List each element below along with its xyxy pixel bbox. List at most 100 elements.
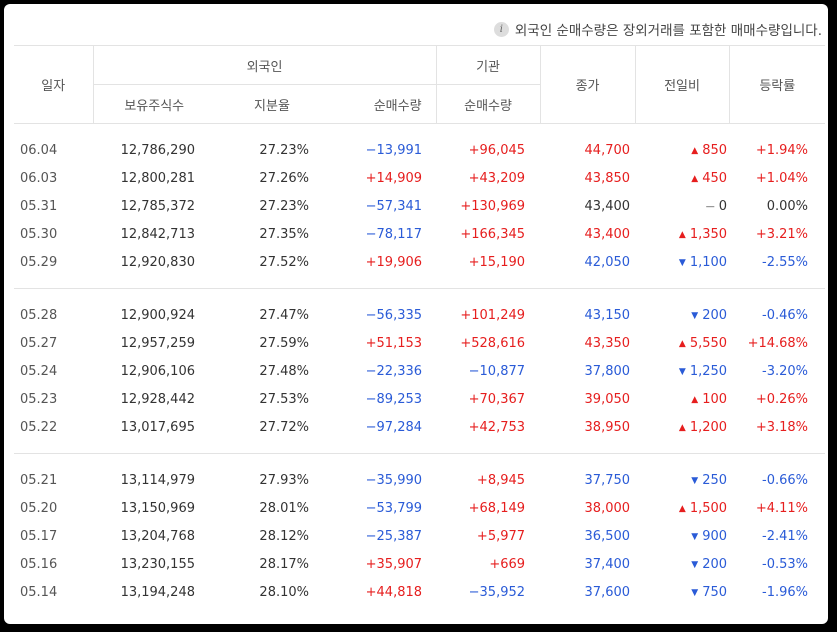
change-value: 200 [702, 556, 728, 572]
table-row: 05.17 13,204,768 28.12% −25,387 +5,977 36,500… [14, 522, 825, 550]
cell-holdings: 12,785,372 [120, 198, 195, 214]
header-foreign-net: 순매수량 [329, 84, 437, 124]
cell-date: 05.17 [20, 528, 58, 544]
cell-ratio: 27.93% [259, 472, 309, 488]
table-row: 05.22 13,017,695 27.72% −97,284 +42,753 38,95… [14, 413, 825, 441]
cell-rate: +3.21% [755, 226, 809, 242]
triangle-down-icon: ▼ [691, 310, 699, 321]
cell-change: ▲ 1,350 [635, 220, 729, 248]
cell-rate: +1.04% [755, 170, 809, 186]
cell-holdings: 12,786,290 [120, 142, 195, 158]
cell-inst-net: −10,877 [468, 363, 526, 379]
cell-inst-net: −35,952 [468, 584, 526, 600]
cell-date: 05.22 [20, 419, 58, 435]
cell-ratio: 27.72% [259, 419, 309, 435]
cell-rate: +14.68% [747, 335, 809, 351]
table-row: 05.14 13,194,248 28.10% +44,818 −35,952 37,60… [14, 578, 825, 606]
cell-holdings: 13,114,979 [120, 472, 195, 488]
cell-close: 38,950 [584, 419, 631, 435]
triangle-down-icon: ▼ [691, 587, 699, 598]
table-row: 05.28 12,900,924 27.47% −56,335 +101,249 43,1… [14, 301, 825, 329]
notice: i 외국인 순매수량은 장외거래를 포함한 매매수량입니다. [493, 18, 822, 40]
cell-foreign-net: +35,907 [365, 556, 423, 572]
cell-rate: -2.55% [762, 254, 809, 270]
cell-ratio: 27.23% [259, 142, 309, 158]
cell-foreign-net: −35,990 [365, 472, 423, 488]
change-value: 900 [702, 528, 728, 544]
cell-change: ▼ 750 [635, 578, 729, 606]
cell-change: ▼ 1,250 [635, 357, 729, 385]
cell-date: 05.23 [20, 391, 58, 407]
change-value: 0 [718, 198, 728, 214]
header-foreign: 외국인 [92, 45, 437, 85]
cell-rate: +3.18% [755, 419, 809, 435]
cell-ratio: 28.01% [259, 500, 309, 516]
cell-foreign-net: −25,387 [365, 528, 423, 544]
cell-date: 06.03 [20, 170, 58, 186]
cell-inst-net: +101,249 [460, 307, 526, 323]
cell-rate: +1.94% [755, 142, 809, 158]
change-value: 5,550 [689, 335, 728, 351]
table-row: 05.31 12,785,372 27.23% −57,341 +130,969 43,4… [14, 192, 825, 220]
table-row: 05.20 13,150,969 28.01% −53,799 +68,149 38,00… [14, 494, 825, 522]
table-row: 05.24 12,906,106 27.48% −22,336 −10,877 37,80… [14, 357, 825, 385]
cell-foreign-net: −57,341 [365, 198, 423, 214]
cell-close: 39,050 [584, 391, 631, 407]
cell-date: 05.28 [20, 307, 58, 323]
cell-change: ▲ 5,550 [635, 329, 729, 357]
cell-change: ▲ 850 [635, 136, 729, 164]
cell-ratio: 27.52% [259, 254, 309, 270]
cell-inst-net: +42,753 [468, 419, 526, 435]
cell-ratio: 27.35% [259, 226, 309, 242]
cell-foreign-net: −97,284 [365, 419, 423, 435]
cell-ratio: 28.12% [259, 528, 309, 544]
cell-rate: -1.96% [762, 584, 809, 600]
cell-change: ▲ 450 [635, 164, 729, 192]
header-holdings: 보유주식수 [92, 84, 215, 124]
cell-holdings: 12,928,442 [120, 391, 195, 407]
cell-close: 43,150 [584, 307, 631, 323]
cell-rate: -0.66% [762, 472, 809, 488]
cell-holdings: 13,194,248 [120, 584, 195, 600]
cell-change: ▼ 200 [635, 301, 729, 329]
change-value: 1,200 [689, 419, 728, 435]
cell-close: 44,700 [584, 142, 631, 158]
cell-foreign-net: −56,335 [365, 307, 423, 323]
table-row: 05.23 12,928,442 27.53% −89,253 +70,367 39,05… [14, 385, 825, 413]
table-row: 05.16 13,230,155 28.17% +35,907 +669 37,400 ▼ 2… [14, 550, 825, 578]
cell-date: 05.20 [20, 500, 58, 516]
cell-foreign-net: +19,906 [365, 254, 423, 270]
change-value: 750 [702, 584, 728, 600]
change-value: 850 [702, 142, 728, 158]
cell-holdings: 13,230,155 [120, 556, 195, 572]
cell-change: —0 [635, 192, 729, 220]
cell-close: 37,600 [584, 584, 631, 600]
header-inst-net: 순매수량 [435, 84, 541, 124]
cell-inst-net: +8,945 [476, 472, 526, 488]
triangle-up-icon: ▲ [678, 229, 686, 240]
cell-change: ▼ 250 [635, 466, 729, 494]
triangle-up-icon: ▲ [678, 422, 686, 433]
cell-change: ▼ 200 [635, 550, 729, 578]
cell-ratio: 27.59% [259, 335, 309, 351]
cell-close: 43,350 [584, 335, 631, 351]
cell-date: 06.04 [20, 142, 58, 158]
triangle-down-icon: ▼ [691, 559, 699, 570]
cell-inst-net: +96,045 [468, 142, 526, 158]
header-institution: 기관 [435, 45, 541, 85]
cell-inst-net: +43,209 [468, 170, 526, 186]
cell-ratio: 27.26% [259, 170, 309, 186]
cell-holdings: 13,204,768 [120, 528, 195, 544]
triangle-up-icon: ▲ [678, 503, 686, 514]
trading-panel: i 외국인 순매수량은 장외거래를 포함한 매매수량입니다. 일자 외국인 기관… [4, 4, 828, 624]
triangle-down-icon: ▼ [691, 475, 699, 486]
cell-inst-net: +70,367 [468, 391, 526, 407]
cell-ratio: 28.17% [259, 556, 309, 572]
cell-inst-net: +5,977 [476, 528, 526, 544]
cell-foreign-net: +51,153 [365, 335, 423, 351]
cell-holdings: 12,906,106 [120, 363, 195, 379]
cell-change: ▼ 900 [635, 522, 729, 550]
cell-close: 37,400 [584, 556, 631, 572]
table-row: 06.04 12,786,290 27.23% −13,991 +96,045 44,70… [14, 136, 825, 164]
change-value: 200 [702, 307, 728, 323]
